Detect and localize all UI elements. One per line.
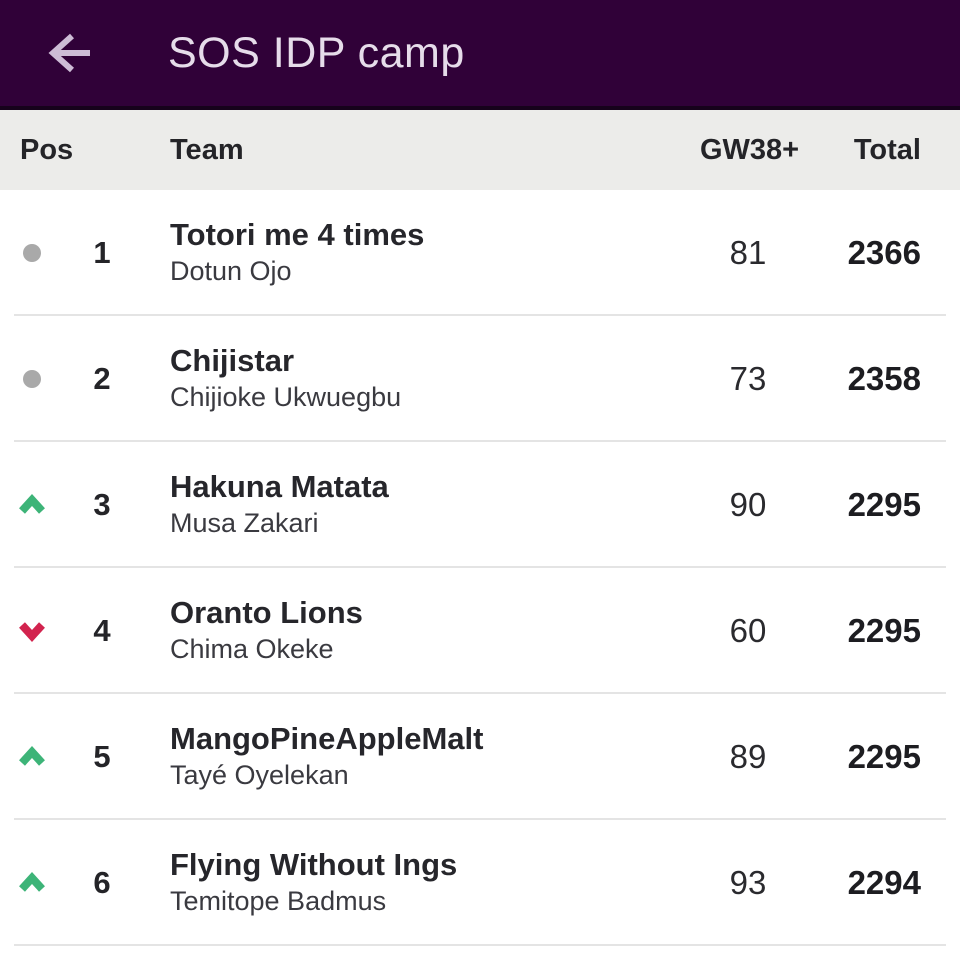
total-points: 2294 (847, 864, 921, 901)
table-row[interactable]: 4 Oranto Lions Chima Okeke 60 2295 (0, 568, 960, 694)
team-name: Flying Without Ings (170, 847, 458, 883)
position-number: 2 (93, 361, 111, 396)
position-number: 6 (93, 865, 111, 900)
column-header-team: Team (170, 133, 244, 166)
total-points: 2295 (847, 486, 921, 523)
table-row[interactable]: 2 Chijistar Chijioke Ukwuegbu 73 2358 (0, 316, 960, 442)
column-header-total: Total (853, 133, 921, 166)
position-number: 4 (93, 613, 111, 648)
team-name: Totori me 4 times (170, 217, 425, 253)
table-header: Pos Team GW38+ Total (0, 110, 960, 190)
gameweek-points: 89 (729, 738, 767, 775)
movement-up-icon (19, 746, 45, 766)
movement-cell (0, 745, 64, 769)
back-button[interactable] (0, 0, 140, 106)
team-cell: Oranto Lions Chima Okeke (140, 595, 700, 666)
movement-up-icon (19, 494, 45, 514)
gameweek-points: 81 (729, 234, 767, 271)
total-points: 2295 (847, 612, 921, 649)
table-row[interactable]: 3 Hakuna Matata Musa Zakari 90 2295 (0, 442, 960, 568)
app-header: SOS IDP camp (0, 0, 960, 110)
gameweek-points: 73 (729, 360, 767, 397)
gameweek-points: 60 (729, 612, 767, 649)
gameweek-points: 93 (729, 864, 767, 901)
total-points: 2295 (847, 738, 921, 775)
movement-cell (0, 493, 64, 517)
standings-list: 1 Totori me 4 times Dotun Ojo 81 2366 (0, 190, 960, 960)
movement-cell (0, 871, 64, 895)
movement-same-icon (23, 244, 41, 262)
movement-down-icon (19, 622, 45, 642)
position-number: 1 (93, 235, 111, 270)
page-title: SOS IDP camp (168, 28, 465, 77)
team-name: Oranto Lions (170, 595, 363, 631)
arrow-left-icon (48, 33, 90, 73)
manager-name: Chima Okeke (170, 633, 334, 664)
movement-cell (0, 243, 64, 263)
manager-name: Dotun Ojo (170, 255, 292, 286)
team-cell: Totori me 4 times Dotun Ojo (140, 217, 700, 288)
total-points: 2366 (847, 234, 921, 271)
column-header-gw: GW38+ (700, 133, 800, 166)
table-row[interactable]: 6 Flying Without Ings Temitope Badmus 93… (0, 820, 960, 946)
table-row[interactable]: 5 MangoPineAppleMalt Tayé Oyelekan 89 22… (0, 694, 960, 820)
manager-name: Chijioke Ukwuegbu (170, 381, 402, 412)
manager-name: Musa Zakari (170, 507, 319, 538)
gameweek-points: 90 (729, 486, 767, 523)
team-cell: Flying Without Ings Temitope Badmus (140, 847, 700, 918)
manager-name: Tayé Oyelekan (170, 759, 349, 790)
manager-name: Temitope Badmus (170, 885, 387, 916)
team-name: Hakuna Matata (170, 469, 389, 505)
position-number: 3 (93, 487, 111, 522)
movement-cell (0, 619, 64, 643)
team-name: MangoPineAppleMalt (170, 721, 484, 757)
movement-same-icon (23, 370, 41, 388)
team-cell: MangoPineAppleMalt Tayé Oyelekan (140, 721, 700, 792)
team-cell: Chijistar Chijioke Ukwuegbu (140, 343, 700, 414)
movement-cell (0, 369, 64, 389)
total-points: 2358 (847, 360, 921, 397)
team-cell: Hakuna Matata Musa Zakari (140, 469, 700, 540)
movement-up-icon (19, 872, 45, 892)
column-header-pos: Pos (20, 133, 74, 166)
table-row[interactable]: 1 Totori me 4 times Dotun Ojo 81 2366 (0, 190, 960, 316)
position-number: 5 (93, 739, 111, 774)
team-name: Chijistar (170, 343, 295, 379)
